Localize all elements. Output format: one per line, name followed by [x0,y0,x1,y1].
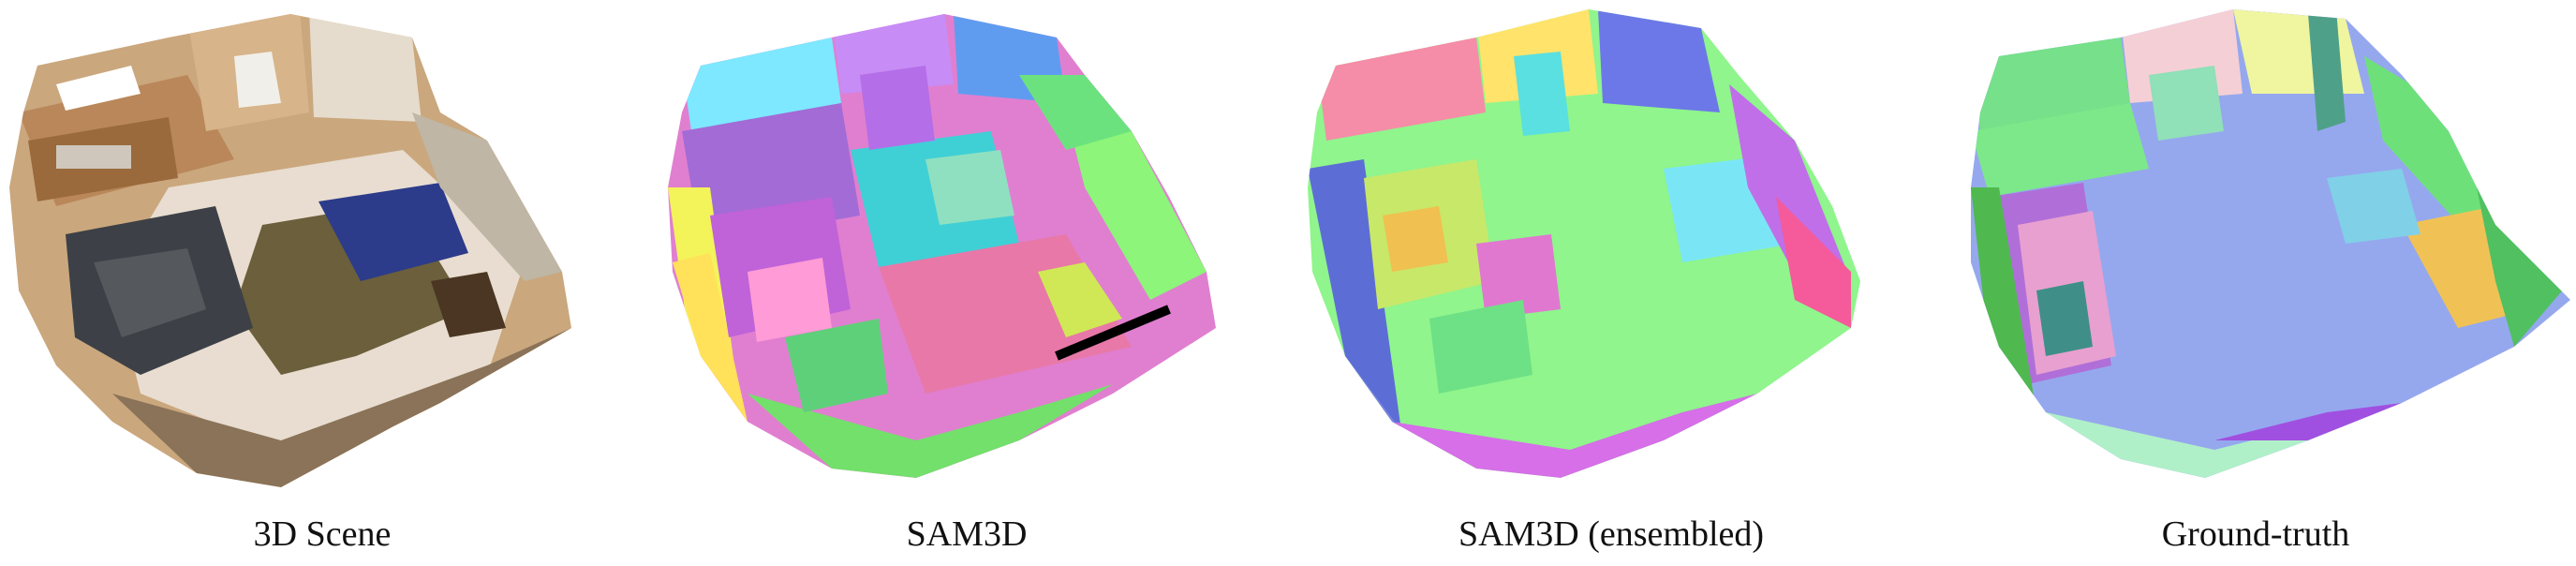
caption-sam3d-ensembled: SAM3D (ensembled) [1458,514,1765,554]
sam3d-segmentation-image [668,14,1216,478]
ground-truth-segmentation-image [1971,9,2570,478]
panel-3d-scene: 3D Scene [0,0,644,566]
panel-sam3d: SAM3D [644,0,1289,566]
caption-3d-scene: 3D Scene [253,514,392,554]
caption-ground-truth: Ground-truth [2161,514,2350,554]
panel-ground-truth: Ground-truth [1933,0,2576,566]
scene-render-image [9,14,571,487]
sam3d-ensembled-segmentation-image [1308,9,1860,478]
panel-sam3d-ensembled: SAM3D (ensembled) [1289,0,1933,566]
caption-sam3d: SAM3D [906,514,1028,554]
